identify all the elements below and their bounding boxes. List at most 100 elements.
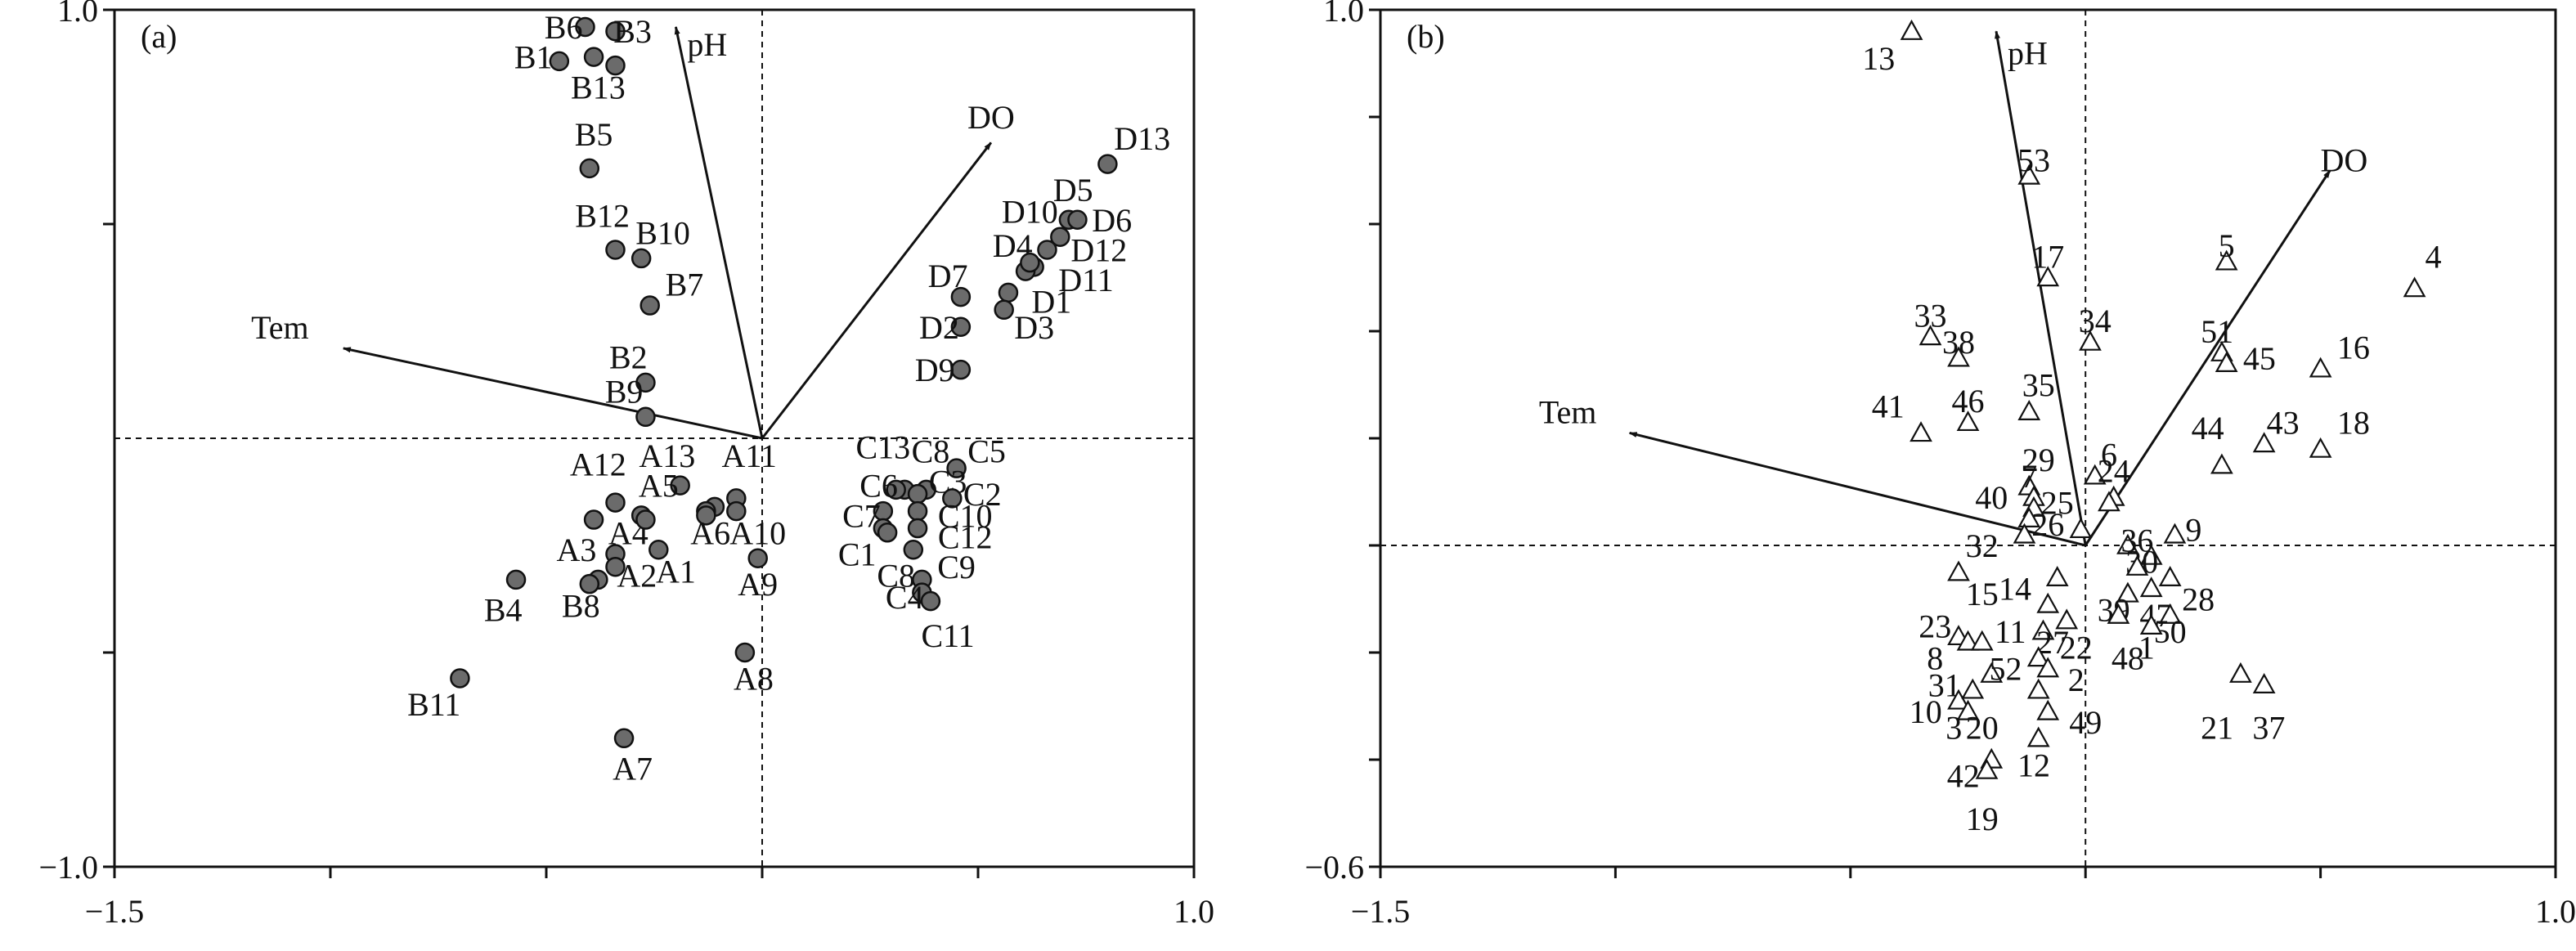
data-point — [579, 573, 600, 594]
point-label: A5 — [639, 468, 679, 505]
point-label: A9 — [738, 566, 778, 603]
point-label: C4 — [886, 579, 924, 616]
data-point — [605, 55, 626, 76]
point-label: 44 — [2192, 410, 2224, 446]
data-point — [994, 299, 1014, 321]
point-label: 17 — [2031, 238, 2064, 275]
point-label: A6 — [690, 514, 730, 551]
point-label: D10 — [1002, 193, 1058, 230]
point-label: C11 — [921, 617, 974, 654]
vector-ph-label: pH — [2008, 34, 2048, 71]
point-label: 43 — [2267, 404, 2300, 441]
point-label: C2 — [963, 476, 1002, 513]
data-point — [907, 483, 928, 505]
data-point — [877, 523, 898, 543]
point-label: 5 — [2219, 227, 2235, 264]
data-point — [1975, 758, 1999, 779]
data-point — [640, 295, 660, 316]
data-point — [2036, 699, 2060, 720]
data-point — [1947, 346, 1970, 367]
point-label: 18 — [2337, 404, 2370, 441]
data-point — [2036, 657, 2060, 678]
x-tick-label: −1.5 — [1351, 893, 1411, 930]
vector-ph-label: pH — [687, 26, 727, 63]
data-point — [2252, 432, 2276, 453]
x-tick-label: 1.0 — [2535, 893, 2576, 930]
point-label: A1 — [656, 553, 696, 590]
data-point — [1919, 325, 1942, 346]
point-label: 13 — [1862, 40, 1895, 77]
point-label: 4 — [2426, 238, 2442, 275]
point-label: 32 — [1966, 527, 1999, 564]
vector-ph-arrow — [674, 25, 764, 439]
vector-do-arrow — [761, 141, 993, 439]
point-label: 25 — [2041, 485, 2074, 522]
data-point — [2139, 576, 2163, 598]
data-point — [635, 372, 656, 393]
data-point — [2031, 619, 2055, 640]
point-label: 19 — [1966, 801, 1999, 837]
data-point — [2036, 592, 2060, 613]
point-label: 37 — [2252, 710, 2285, 747]
point-label: B5 — [575, 116, 613, 153]
point-label: B6 — [545, 9, 583, 46]
point-label: 9 — [2185, 511, 2201, 548]
point-label: B4 — [484, 592, 523, 629]
panel-label: (b) — [1407, 18, 1445, 55]
point-label: 10 — [1910, 693, 1942, 730]
data-point — [1067, 209, 1088, 231]
point-label: A11 — [721, 437, 776, 474]
data-point — [2017, 399, 2041, 420]
point-label: A13 — [639, 437, 695, 474]
y-tick-label: −1.0 — [38, 849, 98, 886]
point-label: 51 — [2201, 313, 2233, 350]
data-point — [613, 728, 635, 749]
point-label: B8 — [562, 587, 600, 624]
data-point — [635, 406, 656, 428]
data-point — [2083, 464, 2107, 485]
data-point — [1956, 630, 1980, 651]
point-label: B13 — [571, 69, 626, 105]
panel-b: −1.5 1.01.0−0.6(b) pHDOTem1353173433383541… — [1304, 0, 2576, 930]
data-point — [670, 475, 690, 496]
point-label: D5 — [1053, 172, 1093, 209]
point-label: 3 — [1945, 710, 1962, 747]
point-label: A10 — [729, 514, 786, 551]
point-label: 1 — [2138, 629, 2155, 666]
point-label: D7 — [928, 258, 968, 294]
point-label: B3 — [613, 13, 652, 50]
data-point — [2309, 437, 2332, 458]
point-label: 21 — [2201, 710, 2233, 747]
data-point — [2055, 608, 2079, 630]
point-label: 34 — [2079, 303, 2112, 339]
point-label: 8 — [1927, 640, 1943, 677]
data-point — [2139, 613, 2163, 635]
data-point — [2017, 164, 2041, 185]
data-point — [920, 590, 941, 612]
data-point — [998, 282, 1019, 303]
point-label: C1 — [838, 536, 877, 572]
data-point — [635, 509, 656, 530]
data-point — [2036, 266, 2060, 287]
point-label: 2 — [2068, 662, 2085, 698]
point-label: C8 — [912, 433, 950, 470]
data-point — [2116, 533, 2139, 554]
point-label: D2 — [919, 309, 959, 346]
point-label: A3 — [557, 532, 597, 568]
point-label: D13 — [1114, 120, 1170, 157]
data-point — [946, 458, 967, 478]
data-point — [2252, 673, 2276, 694]
point-label: B12 — [575, 198, 630, 235]
data-point — [2158, 566, 2182, 587]
point-label: A12 — [570, 446, 626, 482]
data-point — [2045, 566, 2069, 587]
y-tick-label: 1.0 — [1323, 0, 1364, 29]
data-point — [1900, 19, 1923, 40]
point-label: D3 — [1014, 309, 1054, 346]
point-label: 33 — [1914, 297, 1947, 334]
y-tick-label: 1.0 — [57, 0, 98, 29]
point-label: 14 — [1999, 570, 2031, 607]
point-label: 48 — [2112, 640, 2144, 677]
data-point — [950, 286, 972, 307]
